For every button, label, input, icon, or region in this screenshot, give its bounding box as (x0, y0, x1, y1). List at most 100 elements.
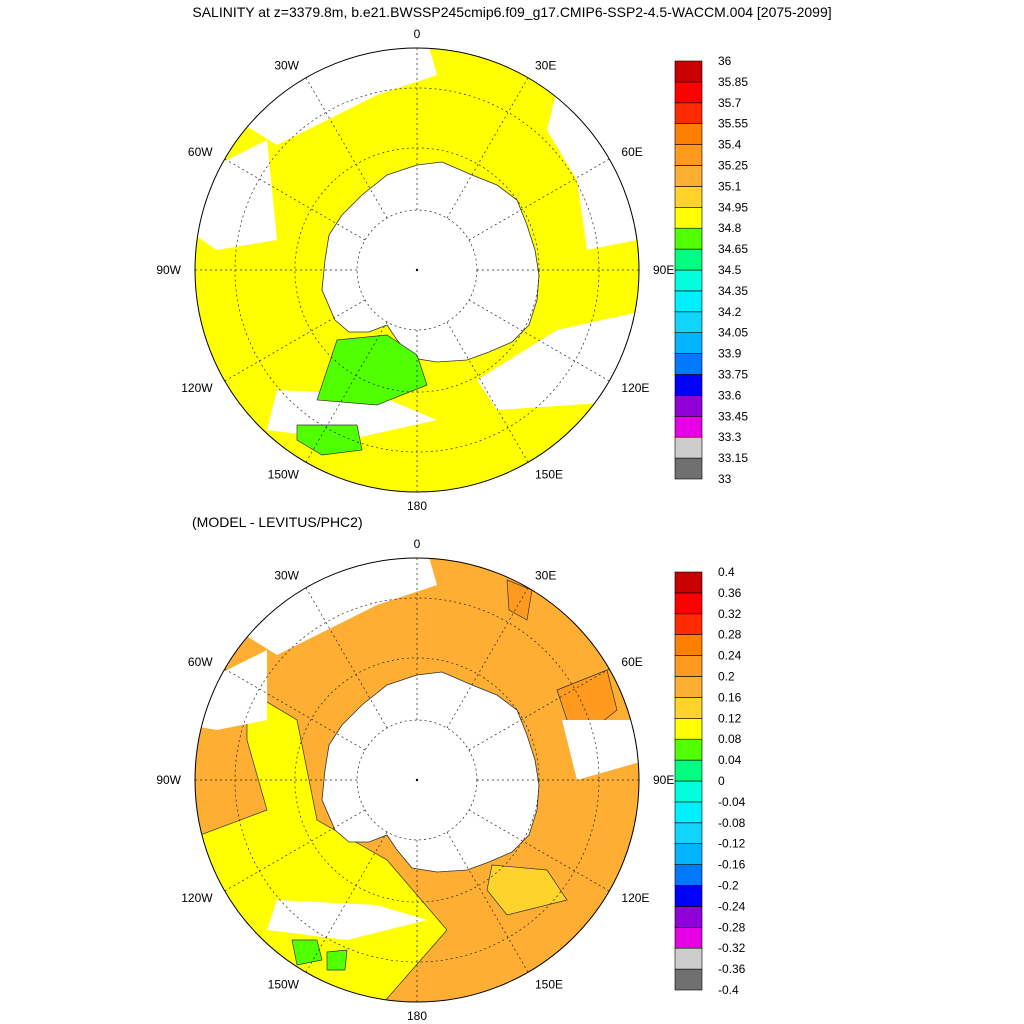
colorbar-box (674, 395, 703, 417)
colorbar-label: 34.95 (718, 200, 748, 214)
missing-data-area (195, 650, 267, 730)
meridian-line (468, 158, 610, 241)
colorbar-label: -0.16 (718, 858, 746, 872)
green-patch-150w (296, 424, 363, 456)
difference-title: (MODEL - LEVITUS/PHC2) (192, 514, 363, 530)
colorbar-label: 35.1 (718, 179, 742, 193)
colorbar-box (674, 60, 703, 83)
meridian-line (224, 158, 366, 241)
colorbar-box (674, 759, 703, 782)
colorbar-label: -0.36 (718, 962, 746, 976)
longitude-label: 120E (621, 891, 649, 905)
high-anomaly-patch (506, 579, 533, 621)
latitude-circle (234, 597, 600, 963)
colorbar-label: 0.04 (718, 753, 742, 767)
colorbar-label: 0.36 (718, 586, 742, 600)
green-patch-150w (326, 949, 348, 971)
latitude-circle (234, 87, 600, 453)
missing-data-area (267, 900, 427, 940)
colorbar-box (674, 864, 703, 886)
longitude-label: 0 (414, 537, 421, 551)
colorbar-label: 35.55 (718, 117, 748, 131)
meridian-line (446, 831, 529, 973)
colorbar-label: 0.16 (718, 690, 742, 704)
longitude-label: 120W (181, 381, 213, 395)
longitude-label: 150W (268, 977, 300, 991)
latitude-circle (294, 657, 540, 903)
colorbar-label: 33.9 (718, 347, 742, 361)
colorbar-label: 35.7 (718, 96, 742, 110)
colorbar-label: 0.08 (718, 732, 742, 746)
latitude-circle (294, 147, 540, 393)
colorbar-label: 0.2 (718, 670, 735, 684)
longitude-label: 150E (535, 977, 563, 991)
colorbar-label: 34.8 (718, 221, 742, 235)
longitude-label: 30E (535, 59, 556, 73)
colorbar-box (674, 613, 703, 635)
colorbar-box (674, 885, 703, 907)
colorbar-box (674, 144, 703, 166)
colorbar-box (674, 592, 703, 615)
colorbar-label: 34.2 (718, 305, 742, 319)
colorbar-label: 33.75 (718, 368, 748, 382)
colorbar-box (674, 676, 703, 698)
panel-difference: 0 30E 60E 90E 120E 150E 180 150W 120W 90W 60W 30W -0… (156, 537, 745, 1023)
colorbar-box (674, 415, 703, 438)
colorbar-box (674, 968, 703, 991)
colorbar-label: 33.15 (718, 451, 748, 465)
colorbar-label: -0.28 (718, 920, 746, 934)
colorbar-box (674, 926, 703, 949)
colorbar-box (674, 655, 703, 677)
colorbar-label: 35.4 (718, 138, 742, 152)
map-boundary (194, 47, 640, 493)
colorbar-label: 35.85 (718, 75, 748, 89)
missing-data-area (477, 310, 639, 410)
colorbar-label: -0.04 (718, 795, 746, 809)
colorbar-label: 0.28 (718, 628, 742, 642)
colorbar-box (674, 822, 703, 844)
colorbar-label: 33.3 (718, 430, 742, 444)
colorbar-box (674, 81, 703, 104)
colorbar-box (674, 571, 703, 594)
longitude-label: 90E (653, 773, 674, 787)
colorbar-box (674, 843, 703, 865)
meridian-line (224, 809, 366, 892)
longitude-label: 90W (156, 773, 181, 787)
meridian-line (224, 668, 366, 751)
colorbar-label: 0 (718, 774, 725, 788)
colorbar-box (674, 697, 703, 719)
map-boundary (194, 557, 640, 1003)
colorbar-box (674, 738, 703, 761)
colorbar-box (674, 906, 703, 928)
colorbar-box (674, 717, 703, 740)
colorbar-box (674, 332, 703, 354)
colorbar-box (674, 311, 703, 333)
colorbar-box (674, 186, 703, 208)
missing-data-area (195, 140, 277, 250)
colorbar-box (674, 374, 703, 396)
longitude-label: 180 (407, 1009, 427, 1023)
longitude-label: 60W (188, 145, 213, 159)
longitude-label: 120E (621, 381, 649, 395)
colorbar-box (674, 165, 703, 187)
colorbar-label: 33.6 (718, 388, 742, 402)
longitude-label: 90W (156, 263, 181, 277)
meridian-line (305, 831, 388, 973)
colorbar-label: 33.45 (718, 409, 748, 423)
longitude-label: 180 (407, 499, 427, 513)
panel-model-salinity: 0 30E 60E 90E 120E 150E 180 150W 120W 90W 60W 30W 33… (156, 27, 748, 513)
colorbar-box (674, 780, 703, 803)
colorbar-box (674, 353, 703, 375)
longitude-label: 60E (621, 655, 642, 669)
colorbar-box (674, 123, 703, 145)
longitude-label: 30E (535, 569, 556, 583)
meridian-line (446, 321, 529, 463)
meridian-line (446, 77, 529, 219)
meridian-line (468, 809, 610, 892)
mid-anomaly-patch (486, 864, 568, 916)
green-patch-150w (291, 939, 323, 966)
colorbar-box (674, 801, 703, 824)
figure-title: SALINITY at z=3379.8m, b.e21.BWSSP245cmi… (192, 4, 832, 20)
longitude-label: 120W (181, 891, 213, 905)
